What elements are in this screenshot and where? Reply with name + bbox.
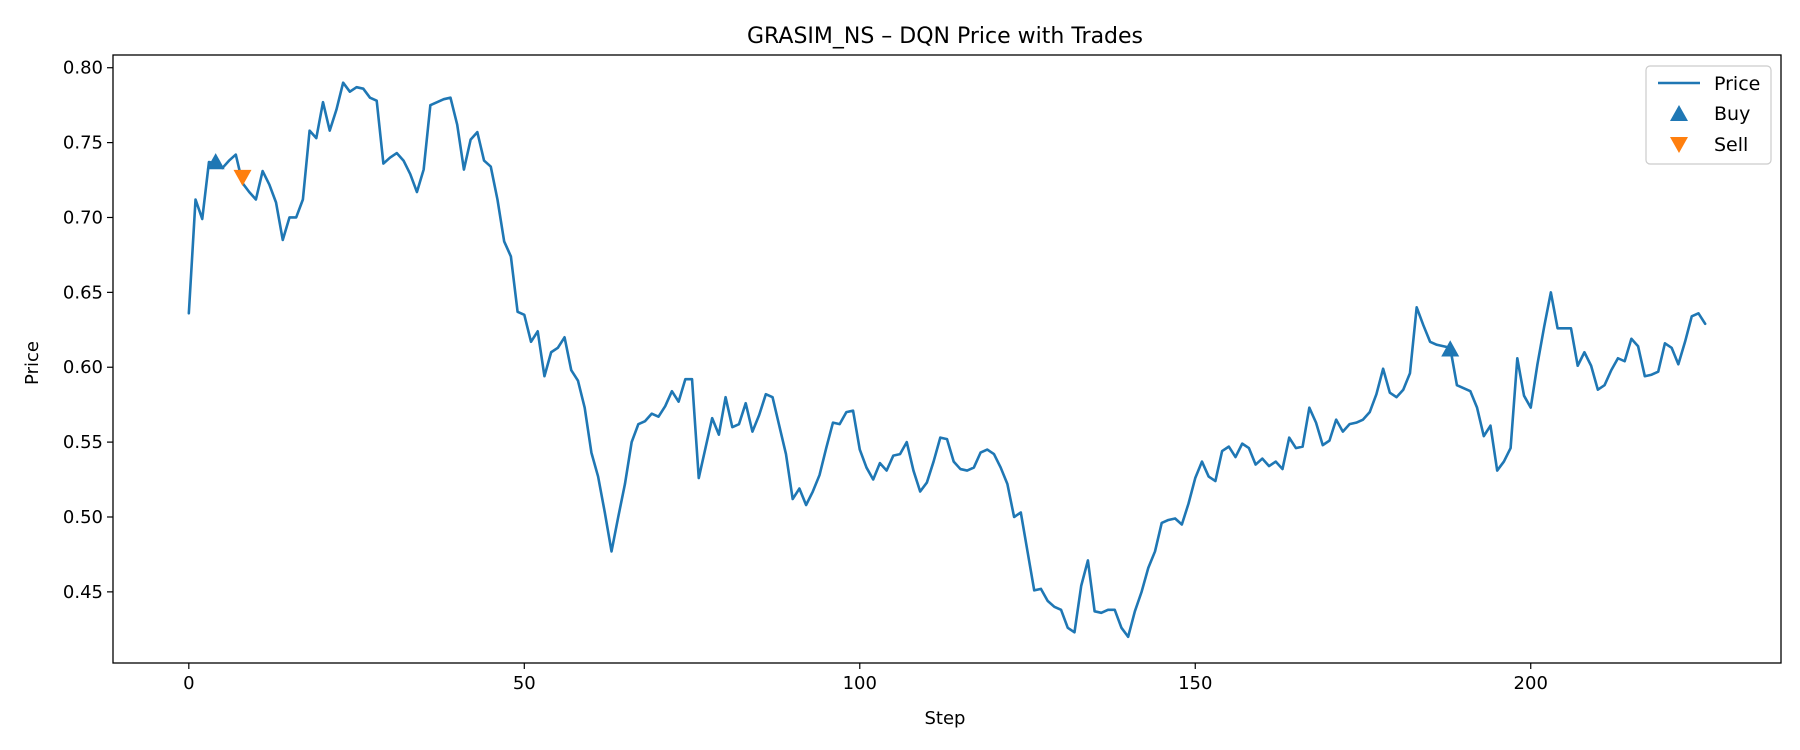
sell-marker-0	[233, 169, 252, 187]
legend-buy-marker	[1670, 105, 1688, 121]
y-tick-label-0: 0.45	[63, 582, 103, 603]
y-tick-label-2: 0.55	[63, 432, 103, 453]
buy-marker-1	[1441, 340, 1460, 357]
buy-marker-0	[206, 153, 225, 170]
price-line	[187, 81, 1707, 639]
x-axis-label: Step	[925, 708, 966, 729]
y-tick-label-1: 0.50	[63, 507, 103, 528]
y-axis-label: Price	[22, 341, 43, 385]
y-tick-label-4: 0.65	[63, 282, 103, 303]
plot-area	[187, 81, 1707, 639]
x-tick-label-0: 0	[183, 673, 194, 694]
y-tick-label-3: 0.60	[63, 357, 103, 378]
chart-title: GRASIM_NS – DQN Price with Trades	[747, 24, 1143, 49]
legend-price-label: Price	[1714, 73, 1760, 95]
legend-sell-marker	[1670, 137, 1688, 153]
axes-frame	[112, 54, 1782, 664]
x-tick-label-50: 50	[513, 673, 536, 694]
x-tick-label-100: 100	[843, 673, 877, 694]
legend: Price Buy Sell	[1645, 65, 1772, 165]
legend-buy-label: Buy	[1714, 103, 1750, 125]
x-tick-label-200: 200	[1514, 673, 1548, 694]
x-tick-label-150: 150	[1178, 673, 1212, 694]
y-tick-label-5: 0.70	[63, 207, 103, 228]
legend-sell-label: Sell	[1714, 134, 1748, 156]
axes: 0 50 100 150 200 0.45 0.50 0.55 0.60 0.65 0.70 0.75…	[63, 54, 1782, 694]
y-tick-label-6: 0.75	[63, 133, 103, 154]
y-tick-label-7: 0.80	[63, 58, 103, 79]
